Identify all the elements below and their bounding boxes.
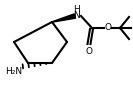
Text: N: N <box>74 11 80 20</box>
Text: O: O <box>86 47 92 56</box>
Polygon shape <box>52 14 76 22</box>
Text: O: O <box>105 23 111 32</box>
Text: H: H <box>74 5 80 14</box>
Text: H₂N: H₂N <box>5 67 22 76</box>
